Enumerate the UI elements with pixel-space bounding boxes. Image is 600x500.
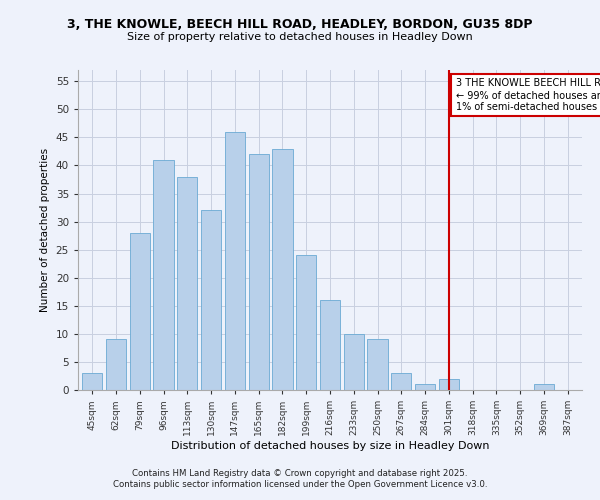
Bar: [177, 176, 197, 390]
Bar: [225, 132, 245, 390]
Bar: [534, 384, 554, 390]
Text: Contains HM Land Registry data © Crown copyright and database right 2025.: Contains HM Land Registry data © Crown c…: [132, 468, 468, 477]
Bar: [439, 379, 459, 390]
Text: Contains public sector information licensed under the Open Government Licence v3: Contains public sector information licen…: [113, 480, 487, 489]
Bar: [344, 334, 364, 390]
Bar: [391, 373, 412, 390]
Bar: [154, 160, 173, 390]
Bar: [130, 233, 150, 390]
Bar: [320, 300, 340, 390]
Bar: [248, 154, 269, 390]
Text: 3 THE KNOWLE BEECH HILL ROAD: 302sqm
← 99% of detached houses are smaller (345)
: 3 THE KNOWLE BEECH HILL ROAD: 302sqm ← 9…: [456, 78, 600, 112]
Bar: [272, 148, 293, 390]
Text: Size of property relative to detached houses in Headley Down: Size of property relative to detached ho…: [127, 32, 473, 42]
Y-axis label: Number of detached properties: Number of detached properties: [40, 148, 50, 312]
Bar: [415, 384, 435, 390]
Bar: [201, 210, 221, 390]
Bar: [106, 340, 126, 390]
X-axis label: Distribution of detached houses by size in Headley Down: Distribution of detached houses by size …: [171, 441, 489, 451]
Bar: [82, 373, 103, 390]
Bar: [296, 256, 316, 390]
Text: 3, THE KNOWLE, BEECH HILL ROAD, HEADLEY, BORDON, GU35 8DP: 3, THE KNOWLE, BEECH HILL ROAD, HEADLEY,…: [67, 18, 533, 30]
Bar: [367, 340, 388, 390]
